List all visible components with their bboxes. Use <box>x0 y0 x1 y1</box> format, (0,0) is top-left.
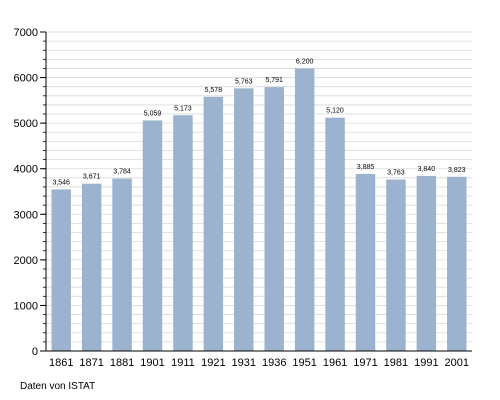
data-label: 3,671 <box>83 174 101 181</box>
bar <box>355 173 376 351</box>
data-label: 5,173 <box>174 105 192 112</box>
bar <box>51 189 71 351</box>
y-tick-label: 4000 <box>14 164 38 176</box>
bar <box>81 183 102 351</box>
x-tick-label: 1921 <box>201 357 225 369</box>
data-label: 5,120 <box>326 108 344 115</box>
bar <box>112 178 132 351</box>
x-tick-label: 1951 <box>292 357 316 369</box>
x-tick-label: 1881 <box>110 357 134 369</box>
x-tick-label: 1871 <box>79 357 103 369</box>
bar <box>386 179 406 351</box>
x-tick-label: 1991 <box>414 357 438 369</box>
axes <box>40 31 472 352</box>
y-tick-label: 6000 <box>14 73 38 85</box>
data-label: 3,840 <box>418 166 436 173</box>
source-note: Daten von ISTAT <box>20 381 96 392</box>
y-tick-label: 7000 <box>14 27 38 39</box>
data-label: 3,784 <box>113 169 131 176</box>
bar <box>416 176 437 351</box>
x-tick-label: 1931 <box>232 357 256 369</box>
bars <box>51 68 467 352</box>
x-axis-ticks: 1861 1871 1881 1901 1911 1921 1931 1936 1951 1961… <box>49 357 469 369</box>
bar <box>234 88 254 351</box>
y-tick-label: 5000 <box>14 118 38 130</box>
bar <box>325 117 345 351</box>
y-tick-label: 1000 <box>14 300 38 312</box>
bar <box>294 68 315 351</box>
data-label: 6,200 <box>296 58 314 65</box>
data-label: 3,546 <box>52 179 70 186</box>
data-label: 5,791 <box>265 77 283 84</box>
data-label: 3,885 <box>357 164 375 171</box>
data-label: 5,059 <box>144 110 162 117</box>
x-tick-label: 1861 <box>49 357 73 369</box>
bar <box>142 120 163 352</box>
bar <box>264 87 284 351</box>
y-tick-label: 3000 <box>14 209 38 221</box>
x-tick-label: 1961 <box>323 357 347 369</box>
x-tick-label: 1981 <box>384 357 408 369</box>
data-labels: 3,546 3,671 3,784 5,059 5,173 5,578 5,763 5,791… <box>52 58 465 186</box>
x-tick-label: 1901 <box>140 357 164 369</box>
y-axis-ticks: 0 1000 2000 3000 4000 5000 6000 7000 <box>14 27 38 358</box>
data-label: 3,823 <box>448 167 466 174</box>
bar <box>173 115 193 351</box>
gridlines <box>46 31 472 343</box>
y-tick-label: 2000 <box>14 255 38 267</box>
bar <box>203 96 224 351</box>
data-label: 3,763 <box>387 170 405 177</box>
x-tick-label: 1911 <box>171 357 195 369</box>
x-tick-label: 1936 <box>262 357 286 369</box>
x-tick-label: 2001 <box>445 357 469 369</box>
y-tick-label: 0 <box>32 346 38 358</box>
data-label: 5,578 <box>205 87 223 94</box>
x-tick-label: 1971 <box>353 357 377 369</box>
data-label: 5,763 <box>235 78 253 85</box>
bar <box>447 176 467 351</box>
